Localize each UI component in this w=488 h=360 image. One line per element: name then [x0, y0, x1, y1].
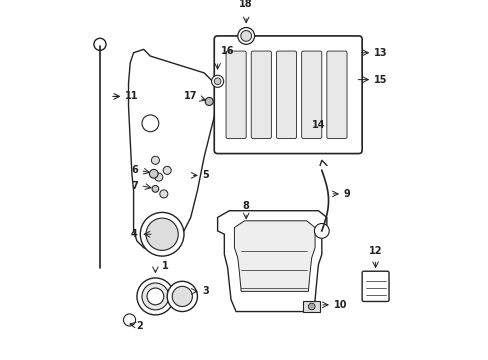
Text: 7: 7 [132, 180, 138, 190]
Text: 18: 18 [239, 0, 252, 9]
Text: 17: 17 [183, 91, 197, 102]
Circle shape [151, 156, 159, 164]
Text: 2: 2 [136, 321, 142, 331]
Text: 9: 9 [343, 189, 350, 199]
Circle shape [167, 281, 197, 311]
Circle shape [308, 303, 314, 310]
FancyBboxPatch shape [251, 51, 271, 139]
Circle shape [152, 185, 159, 192]
Circle shape [147, 288, 163, 305]
Circle shape [163, 166, 171, 174]
FancyBboxPatch shape [326, 51, 346, 139]
Circle shape [146, 218, 178, 250]
Polygon shape [128, 49, 217, 251]
Text: 16: 16 [221, 46, 234, 56]
Circle shape [140, 212, 183, 256]
Text: 12: 12 [368, 246, 382, 256]
Text: 5: 5 [202, 170, 209, 180]
Circle shape [142, 115, 159, 132]
Circle shape [160, 190, 167, 198]
Circle shape [154, 173, 163, 181]
Circle shape [123, 314, 135, 326]
Circle shape [94, 38, 106, 50]
FancyBboxPatch shape [301, 51, 321, 139]
Circle shape [214, 78, 221, 85]
Circle shape [149, 169, 158, 178]
Text: 4: 4 [131, 229, 137, 239]
Circle shape [142, 283, 168, 310]
Text: 3: 3 [202, 287, 209, 296]
Circle shape [314, 224, 328, 238]
Circle shape [240, 31, 251, 41]
FancyBboxPatch shape [362, 271, 388, 301]
FancyBboxPatch shape [214, 36, 362, 154]
Text: 6: 6 [132, 165, 138, 175]
FancyBboxPatch shape [225, 51, 245, 139]
FancyBboxPatch shape [276, 51, 296, 139]
Polygon shape [234, 221, 314, 291]
Circle shape [172, 286, 192, 306]
Text: 10: 10 [333, 300, 346, 310]
Polygon shape [217, 211, 326, 311]
Text: 15: 15 [373, 75, 386, 85]
Circle shape [137, 278, 174, 315]
Text: 11: 11 [125, 91, 139, 102]
Bar [303, 301, 320, 311]
Text: 8: 8 [242, 201, 249, 211]
Text: 1: 1 [162, 261, 168, 271]
Circle shape [205, 98, 213, 105]
Circle shape [237, 27, 254, 44]
Text: 14: 14 [311, 120, 325, 130]
Circle shape [211, 75, 223, 87]
Text: 13: 13 [373, 48, 386, 58]
